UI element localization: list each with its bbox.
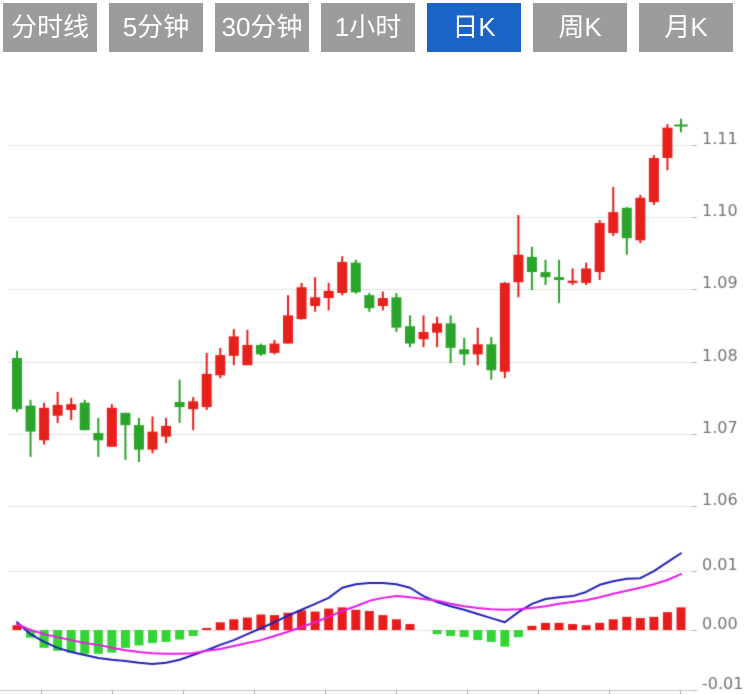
tab-weekly[interactable]: 周K <box>533 3 627 52</box>
tab-monthly[interactable]: 月K <box>639 3 733 52</box>
tab-timeline[interactable]: 分时线 <box>3 3 97 52</box>
tab-5min[interactable]: 5分钟 <box>109 3 203 52</box>
tab-daily[interactable]: 日K <box>427 3 521 52</box>
timeframe-tabs: 分时线 5分钟 30分钟 1小时 日K 周K 月K <box>0 0 750 56</box>
tab-30min[interactable]: 30分钟 <box>215 3 309 52</box>
tab-1hour[interactable]: 1小时 <box>321 3 415 52</box>
